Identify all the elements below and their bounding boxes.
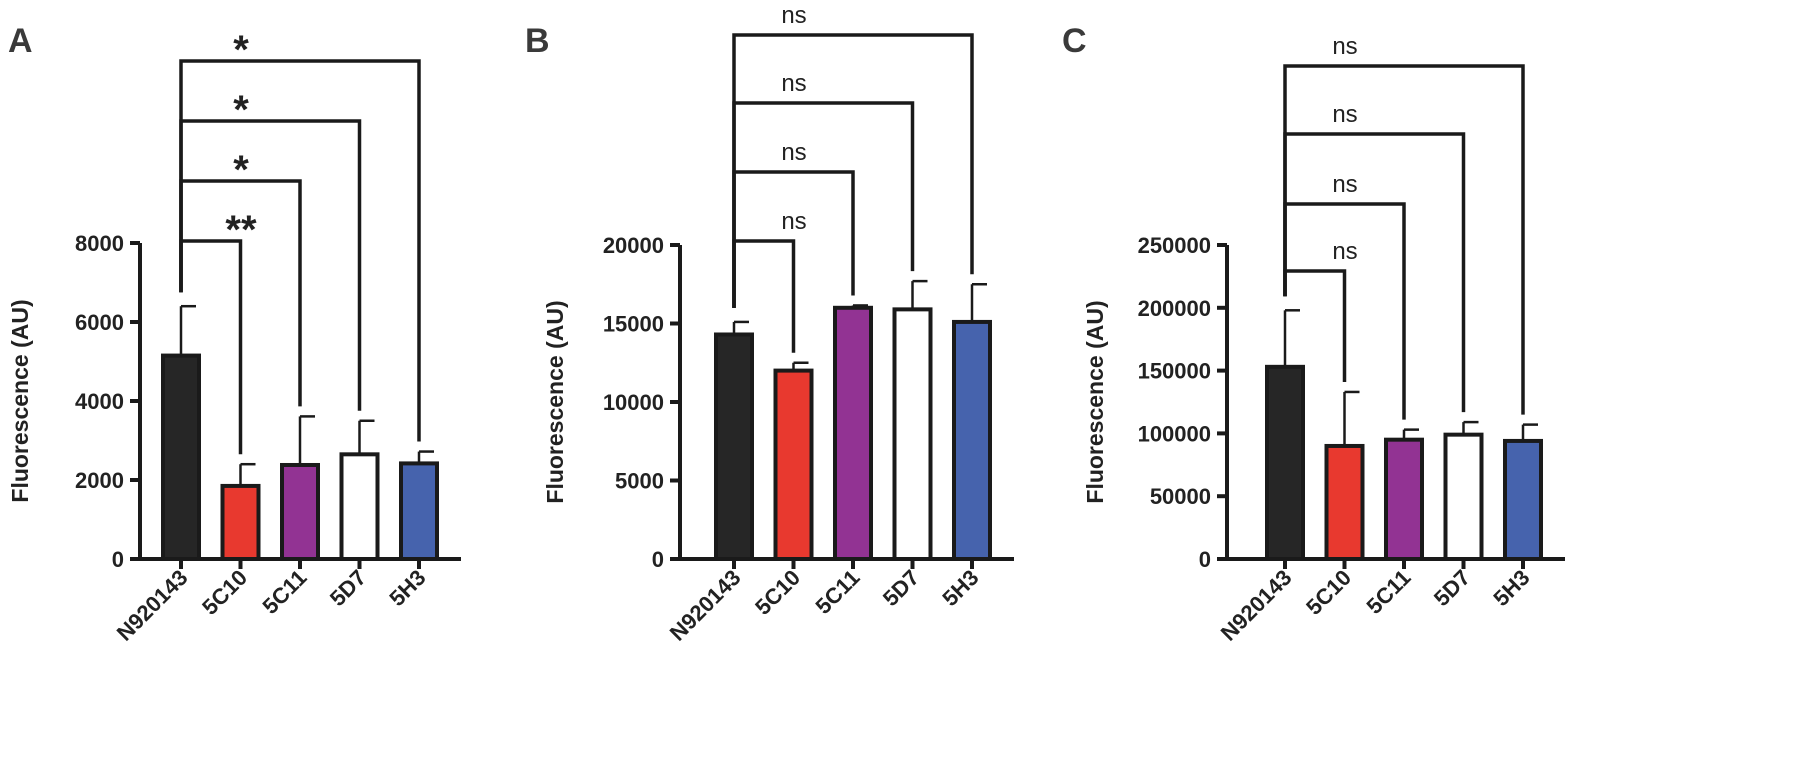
panel-c-y-tick-label: 0	[1199, 547, 1211, 572]
panel-c-sig-bracket-5d7	[1283, 132, 1466, 413]
panel-a-sig-bracket-5h3	[179, 59, 421, 442]
panel-b-bar-5h3	[952, 319, 992, 561]
panel-a-x-label-5c10: 5C10	[197, 565, 252, 620]
panel-b-sig-bracket-5d7	[732, 101, 915, 308]
panel-a-sig-label-5h3: *	[233, 28, 249, 72]
panel-b-y-tick-label: 20000	[603, 233, 664, 258]
panel-a-y-tick-label: 2000	[75, 468, 124, 493]
panel-c-y-tick-label: 250000	[1138, 233, 1211, 258]
panel-a-bar-5d7	[339, 452, 380, 562]
panel-b-x-label-5c11: 5C11	[811, 565, 865, 619]
panel-b-x-label-5h3: 5H3	[937, 565, 983, 611]
panel-b-bar-5d7	[892, 307, 933, 561]
panel-c-y-tick-label: 200000	[1138, 296, 1211, 321]
panel-b-x-label-5d7: 5D7	[878, 565, 924, 611]
panel-c-bar-5d7	[1443, 432, 1484, 562]
panel-c-x-label-5d7: 5D7	[1429, 565, 1475, 611]
panel-a-sig-label-5c10: **	[225, 208, 257, 252]
panel-a-sig-label-5d7: *	[233, 88, 249, 132]
panel-b-bar-5c11	[833, 305, 873, 561]
panel-a-sig-bracket-5d7	[179, 119, 362, 411]
panel-c-x-label-5c11: 5C11	[1362, 565, 1416, 619]
panel-a-bar-5c11	[280, 462, 320, 561]
panel-a-x-label-n920143: N920143	[112, 565, 193, 646]
panel-a-y-tick-label: 4000	[75, 389, 124, 414]
panel-a-x-label-5h3: 5H3	[384, 565, 430, 611]
panel-b-x-label-n920143: N920143	[665, 565, 746, 646]
panel-c-bar-5c10	[1324, 443, 1365, 561]
panel-c-x-label-5h3: 5H3	[1488, 565, 1534, 611]
panel-b-letter: B	[525, 22, 550, 60]
panel-a-y-tick-label: 0	[112, 547, 124, 572]
panel-b-y-axis-label: Fluorescence (AU)	[542, 300, 568, 503]
panel-b-bar-5c10	[773, 368, 814, 561]
panel-c-letter: C	[1062, 22, 1087, 60]
panel-b-sig-label-5c10: ns	[781, 208, 806, 235]
panel-a-bar-5h3	[399, 461, 439, 561]
panel-a-sig-label-5c11: *	[233, 148, 249, 192]
panel-c-sig-label-5h3: ns	[1332, 33, 1357, 60]
panel-c-y-tick-label: 100000	[1138, 421, 1211, 446]
panel-c-bar-5c11	[1384, 437, 1424, 561]
panel-b-sig-label-5c11: ns	[781, 139, 806, 166]
panel-c-y-tick-label: 150000	[1138, 359, 1211, 384]
panel-c-x-label-5c10: 5C10	[1301, 565, 1356, 620]
panel-c-bar-n920143	[1265, 364, 1305, 561]
panel-a-letter: A	[8, 22, 33, 60]
chart-panel-c: 0 50000 100000 150000 200000 250000 Fluorescen…	[1082, 33, 1565, 646]
panel-a-bar-5c10	[220, 483, 261, 561]
panel-a-y-tick-label: 6000	[75, 310, 124, 335]
panel-b-bar-n920143	[714, 332, 754, 561]
panel-a-x-label-5d7: 5D7	[325, 565, 371, 611]
panel-b-sig-label-5h3: ns	[781, 2, 806, 29]
panel-b-y-tick-label: 5000	[615, 469, 664, 494]
panel-c-x-label-n920143: N920143	[1216, 565, 1297, 646]
chart-panel-b: 0 5000 10000 15000 20000 Fluorescence (AU) N92…	[542, 2, 1014, 646]
panel-a-x-label-5c11: 5C11	[258, 565, 312, 619]
panel-c-sig-label-5c11: ns	[1332, 171, 1357, 198]
panel-b-x-label-5c10: 5C10	[750, 565, 805, 620]
panel-c-sig-label-5c10: ns	[1332, 238, 1357, 265]
panel-c-y-axis-label: Fluorescence (AU)	[1082, 300, 1108, 503]
panel-b-y-tick-label: 0	[652, 547, 664, 572]
panel-a-y-axis-label: Fluorescence (AU)	[7, 299, 33, 502]
panel-a-bar-n920143	[161, 353, 201, 562]
chart-panel-a: 0 2000 4000 6000 8000 Fluorescence (AU) N92014…	[7, 28, 461, 646]
panel-b-sig-bracket-5h3	[732, 33, 974, 308]
panel-c-y-tick-label: 50000	[1150, 484, 1211, 509]
panel-c-bar-5h3	[1503, 438, 1543, 562]
panel-b-y-tick-label: 10000	[603, 390, 664, 415]
panel-c-sig-label-5d7: ns	[1332, 101, 1357, 128]
panel-c-sig-bracket-5h3	[1283, 64, 1525, 415]
panel-a-y-tick-label: 8000	[75, 231, 124, 256]
panel-b-y-tick-label: 15000	[603, 312, 664, 337]
panel-b-sig-label-5d7: ns	[781, 70, 806, 97]
